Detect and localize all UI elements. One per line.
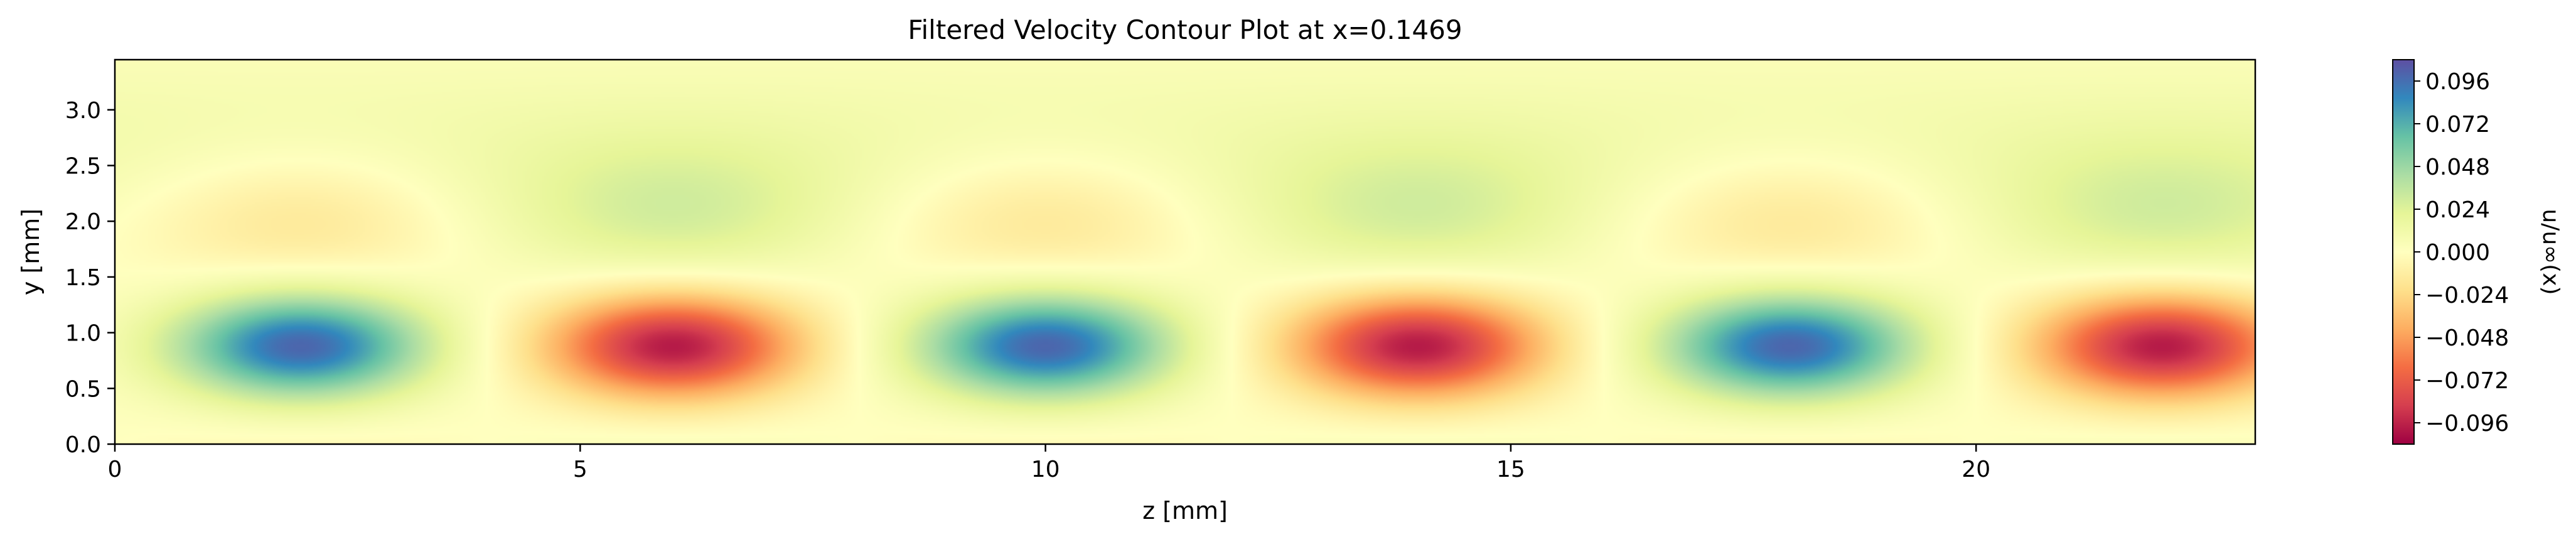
colorbar-tick-label: 0.000 — [2425, 240, 2490, 266]
chart-title: Filtered Velocity Contour Plot at x=0.14… — [908, 14, 1462, 45]
x-axis-label: z [mm] — [1142, 497, 1228, 525]
colorbar-tick-label: 0.072 — [2425, 112, 2490, 138]
y-tick-label: 3.0 — [65, 98, 101, 124]
colorbar-ticks: 0.096 0.072 0.048 0.024 0.000 −0.024 −0.048 −0.… — [2414, 69, 2509, 437]
velocity-heatmap — [115, 60, 2255, 444]
x-tick-label: 10 — [1031, 457, 1060, 482]
y-tick-label: 1.5 — [65, 265, 101, 291]
y-axis-label: y [mm] — [17, 209, 45, 295]
y-tick-label: 1.0 — [65, 321, 101, 347]
y-tick-label: 2.5 — [65, 154, 101, 180]
x-axis: 0 5 10 15 20 — [108, 444, 1990, 482]
colorbar-tick-label: 0.096 — [2425, 69, 2490, 95]
y-axis: 0.0 0.5 1.0 1.5 2.0 2.5 3.0 — [65, 98, 115, 458]
plot-area — [115, 60, 2255, 444]
colorbar-scale — [2393, 60, 2414, 444]
y-tick-label: 2.0 — [65, 209, 101, 235]
colorbar-tick-label: −0.072 — [2425, 368, 2509, 394]
x-tick-label: 5 — [573, 457, 588, 482]
colorbar-label: u/u∞(x) — [2538, 209, 2563, 295]
x-tick-label: 0 — [108, 457, 122, 482]
x-tick-label: 20 — [1962, 457, 1990, 482]
colorbar-tick-label: 0.024 — [2425, 197, 2490, 223]
colorbar-tick-label: 0.048 — [2425, 155, 2490, 180]
x-tick-label: 15 — [1496, 457, 1525, 482]
y-tick-label: 0.5 — [65, 376, 101, 402]
y-tick-label: 0.0 — [65, 432, 101, 458]
plot-frame — [114, 58, 2257, 445]
colorbar-tick-label: −0.096 — [2425, 411, 2509, 437]
colorbar-tick-label: −0.048 — [2425, 325, 2509, 351]
colorbar: 0.096 0.072 0.048 0.024 0.000 −0.024 −0.048 −0.… — [2392, 59, 2563, 445]
colorbar-tick-label: −0.024 — [2425, 283, 2509, 308]
